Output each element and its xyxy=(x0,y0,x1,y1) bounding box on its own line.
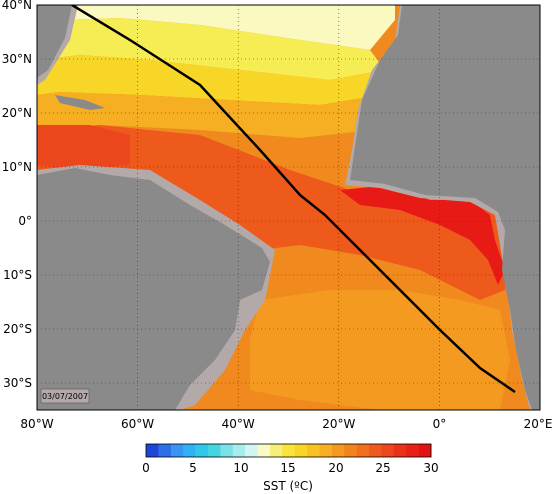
date-text: 03/07/2007 xyxy=(42,392,88,401)
colorbar-swatch xyxy=(146,444,159,457)
cruise-track-line xyxy=(71,5,516,394)
colorbar-tick-10: 10 xyxy=(233,461,248,475)
sst-zone-orange-north xyxy=(37,92,380,138)
colorbar-swatch xyxy=(331,444,345,457)
colorbar-labels: 0 5 10 15 20 25 30 SST (ºC) xyxy=(142,461,438,493)
land-south-america xyxy=(37,168,270,410)
sst-zone-orange-south xyxy=(250,290,510,410)
lat-label-40n: 40°N xyxy=(2,0,32,12)
colorbar-swatch xyxy=(269,444,283,457)
colorbar-swatch xyxy=(307,444,320,457)
map-frame xyxy=(36,4,541,411)
colorbar-swatch xyxy=(207,444,221,457)
lat-label-30n: 30°N xyxy=(2,52,32,66)
lon-label-20w: 20°W xyxy=(322,417,355,431)
sst-zone-yellow2-north xyxy=(37,55,385,105)
colorbar-swatch xyxy=(393,444,407,457)
colorbar-swatch xyxy=(282,444,295,457)
lat-label-0: 0° xyxy=(18,214,32,228)
lat-label-10n: 10°N xyxy=(2,160,32,174)
lon-tick-labels: 80°W 60°W 40°W 20°W 0° 20°E xyxy=(20,417,552,431)
colorbar-swatch xyxy=(170,444,184,457)
colorbar-swatch xyxy=(195,444,209,457)
colorbar-tick-15: 15 xyxy=(280,461,295,475)
colorbar-swatch xyxy=(344,444,357,457)
colorbar-swatch xyxy=(232,444,246,457)
colorbar-swatch xyxy=(369,444,382,457)
colorbar-swatch xyxy=(294,444,308,457)
lon-label-0: 0° xyxy=(433,417,447,431)
colorbar xyxy=(145,443,432,458)
colorbar-swatch xyxy=(418,444,432,457)
land-europe-iberia xyxy=(492,5,540,55)
lon-label-20e: 20°E xyxy=(524,417,553,431)
colorbar-swatch xyxy=(245,444,258,457)
sst-zone-hot-gulf xyxy=(340,185,505,285)
land-africa xyxy=(350,5,540,410)
sst-zone-caribbean xyxy=(37,125,130,170)
colorbar-tick-20: 20 xyxy=(328,461,343,475)
lat-label-20n: 20°N xyxy=(2,106,32,120)
colorbar-swatch xyxy=(406,444,419,457)
sst-zone-yellow-north xyxy=(37,18,385,80)
colorbar-tick-0: 0 xyxy=(142,461,150,475)
lon-label-60w: 60°W xyxy=(121,417,154,431)
lon-label-80w: 80°W xyxy=(20,417,53,431)
map-plot-area xyxy=(37,5,540,410)
lat-label-20s: 20°S xyxy=(3,322,32,336)
colorbar-swatch xyxy=(356,444,370,457)
colorbar-tick-30: 30 xyxy=(423,461,438,475)
land-north-america xyxy=(37,5,72,78)
colorbar-title: SST (ºC) xyxy=(263,479,313,493)
lat-label-30s: 30°S xyxy=(3,376,32,390)
lat-tick-labels: 40°N 30°N 20°N 10°N 0° 10°S 20°S 30°S xyxy=(2,0,32,390)
sst-zone-pale-north xyxy=(37,5,395,50)
colorbar-frame xyxy=(145,443,432,458)
colorbar-swatch xyxy=(381,444,395,457)
colorbar-tick-5: 5 xyxy=(189,461,197,475)
colorbar-swatch xyxy=(220,444,234,457)
lat-label-10s: 10°S xyxy=(3,268,32,282)
lon-label-40w: 40°W xyxy=(222,417,255,431)
colorbar-swatch xyxy=(158,444,172,457)
date-stamp: 03/07/2007 xyxy=(40,388,90,404)
land-cuba xyxy=(55,95,105,110)
colorbar-swatch xyxy=(183,444,196,457)
colorbar-tick-25: 25 xyxy=(375,461,390,475)
colorbar-swatch xyxy=(257,444,271,457)
colorbar-swatch xyxy=(319,444,333,457)
